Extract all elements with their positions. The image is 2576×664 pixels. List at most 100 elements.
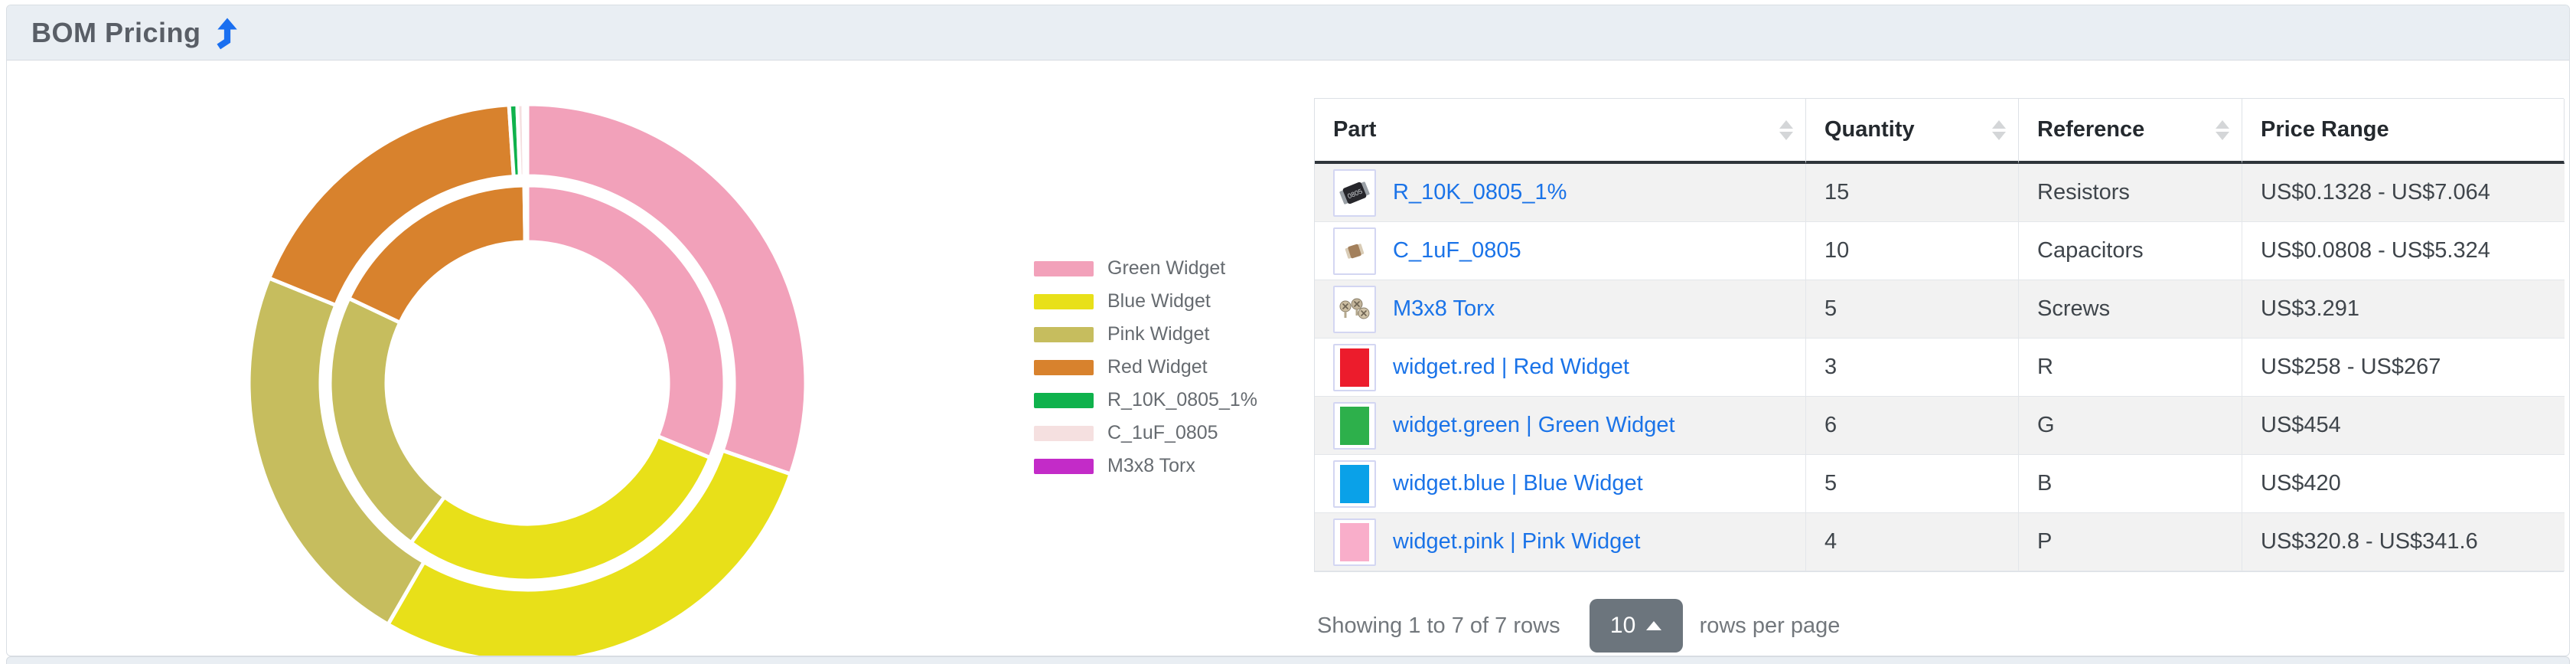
part-cell: widget.green | Green Widget (1315, 397, 1806, 455)
legend-item[interactable]: R_10K_0805_1% (1034, 384, 1257, 417)
part-thumbnail-capacitor (1333, 227, 1376, 275)
legend-label: R_10K_0805_1% (1107, 389, 1257, 411)
part-thumbnail-color (1333, 460, 1376, 508)
column-label: Price Range (2261, 117, 2389, 142)
legend-label: Red Widget (1107, 356, 1208, 378)
legend-swatch (1034, 425, 1094, 441)
column-label: Reference (2037, 117, 2145, 142)
part-link[interactable]: widget.pink | Pink Widget (1393, 529, 1641, 554)
pink-color-chip (1340, 522, 1369, 561)
legend-item[interactable]: M3x8 Torx (1034, 450, 1257, 482)
legend-item[interactable]: Pink Widget (1034, 318, 1257, 351)
part-link[interactable]: R_10K_0805_1% (1393, 180, 1567, 204)
quantity-cell: 3 (1806, 339, 2019, 397)
donut-svg[interactable] (244, 100, 810, 656)
price-range-cell: US$420 (2242, 455, 2565, 513)
next-panel-header-strip (6, 656, 2570, 664)
resistor-0805-image: 0805 (1339, 181, 1370, 204)
page-size-dropdown[interactable]: 10 (1589, 599, 1683, 653)
reference-cell: Resistors (2019, 164, 2242, 222)
quantity-cell: 6 (1806, 397, 2019, 455)
legend-label: Blue Widget (1107, 290, 1211, 312)
collapse-arrow-icon[interactable] (214, 16, 241, 50)
quantity-cell: 4 (1806, 513, 2019, 571)
donut-segment-outer-green-widget[interactable] (525, 102, 808, 477)
pagination-detail: Showing 1 to 7 of 7 rows (1317, 613, 1560, 638)
price-range-cell: US$258 - US$267 (2242, 339, 2565, 397)
column-header-part[interactable]: Part (1315, 99, 1806, 164)
legend-item[interactable]: Red Widget (1034, 351, 1257, 384)
part-link[interactable]: widget.red | Red Widget (1393, 355, 1629, 379)
legend-swatch (1034, 293, 1094, 309)
chart-legend: Green Widget Blue Widget Pink Widget Red… (1034, 252, 1257, 482)
part-cell: widget.pink | Pink Widget (1315, 513, 1806, 571)
part-thumbnail-color (1333, 401, 1376, 450)
legend-swatch (1034, 392, 1094, 408)
legend-label: Green Widget (1107, 257, 1226, 279)
part-link[interactable]: widget.blue | Blue Widget (1393, 471, 1643, 496)
panel-title: BOM Pricing (31, 16, 201, 48)
table-footer: Showing 1 to 7 of 7 rows 10 rows per pag… (1317, 597, 1840, 655)
part-link[interactable]: M3x8 Torx (1393, 296, 1495, 321)
part-cell: widget.red | Red Widget (1315, 339, 1806, 397)
part-cell: M3x8 Torx (1315, 280, 1806, 339)
reference-cell: R (2019, 339, 2242, 397)
donut-segment-inner-m3x8-torx[interactable] (522, 183, 530, 244)
page-size-value: 10 (1609, 613, 1636, 638)
sort-carets-icon (1992, 119, 2006, 140)
part-link[interactable]: C_1uF_0805 (1393, 238, 1521, 263)
legend-label: M3x8 Torx (1107, 455, 1195, 476)
reference-cell: G (2019, 397, 2242, 455)
price-range-cell: US$454 (2242, 397, 2565, 455)
reference-cell: B (2019, 455, 2242, 513)
red-color-chip (1340, 348, 1369, 387)
bom-price-donut-chart[interactable] (244, 100, 810, 656)
column-header-quantity[interactable]: Quantity (1806, 99, 2019, 164)
sort-carets-icon (1779, 119, 1793, 140)
column-header-reference[interactable]: Reference (2019, 99, 2242, 164)
green-color-chip (1340, 406, 1369, 445)
quantity-cell: 15 (1806, 164, 2019, 222)
column-header-price-range: Price Range (2242, 99, 2565, 164)
legend-swatch (1034, 326, 1094, 342)
quantity-cell: 10 (1806, 222, 2019, 280)
price-range-cell: US$320.8 - US$341.6 (2242, 513, 2565, 571)
blue-color-chip (1340, 464, 1369, 503)
reference-cell: P (2019, 513, 2242, 571)
part-cell: 0805 R_10K_0805_1% (1315, 164, 1806, 222)
part-thumbnail-resistor: 0805 (1333, 168, 1376, 217)
quantity-cell: 5 (1806, 455, 2019, 513)
donut-segment-inner-blue-widget[interactable] (408, 433, 713, 583)
part-cell: C_1uF_0805 (1315, 222, 1806, 280)
screws-image (1339, 298, 1370, 319)
column-label: Quantity (1824, 117, 1915, 142)
part-cell: widget.blue | Blue Widget (1315, 455, 1806, 513)
part-link[interactable]: widget.green | Green Widget (1393, 413, 1675, 437)
reference-cell: Capacitors (2019, 222, 2242, 280)
rows-per-page-label: rows per page (1699, 613, 1841, 638)
part-thumbnail-screws (1333, 285, 1376, 333)
legend-label: C_1uF_0805 (1107, 422, 1218, 443)
price-range-cell: US$0.0808 - US$5.324 (2242, 222, 2565, 280)
price-range-cell: US$3.291 (2242, 280, 2565, 339)
capacitor-0805-image (1345, 243, 1365, 259)
legend-swatch (1034, 458, 1094, 474)
column-label: Part (1333, 117, 1377, 142)
caret-up-icon (1646, 621, 1662, 630)
legend-swatch (1034, 359, 1094, 375)
panel-header: BOM Pricing (7, 5, 2569, 61)
bom-pricing-panel: BOM Pricing Green Widget Blue Widget Pin… (6, 5, 2570, 656)
legend-item[interactable]: C_1uF_0805 (1034, 417, 1257, 450)
part-thumbnail-color (1333, 518, 1376, 566)
donut-segment-outer-blue-widget[interactable] (385, 448, 794, 656)
legend-item[interactable]: Blue Widget (1034, 285, 1257, 318)
legend-item[interactable]: Green Widget (1034, 252, 1257, 285)
donut-segment-outer-m3x8-torx[interactable] (521, 102, 530, 178)
legend-swatch (1034, 260, 1094, 276)
quantity-cell: 5 (1806, 280, 2019, 339)
donut-segment-inner-green-widget[interactable] (525, 183, 727, 460)
legend-label: Pink Widget (1107, 323, 1210, 345)
sort-carets-icon (2216, 119, 2229, 140)
price-range-cell: US$0.1328 - US$7.064 (2242, 164, 2565, 222)
